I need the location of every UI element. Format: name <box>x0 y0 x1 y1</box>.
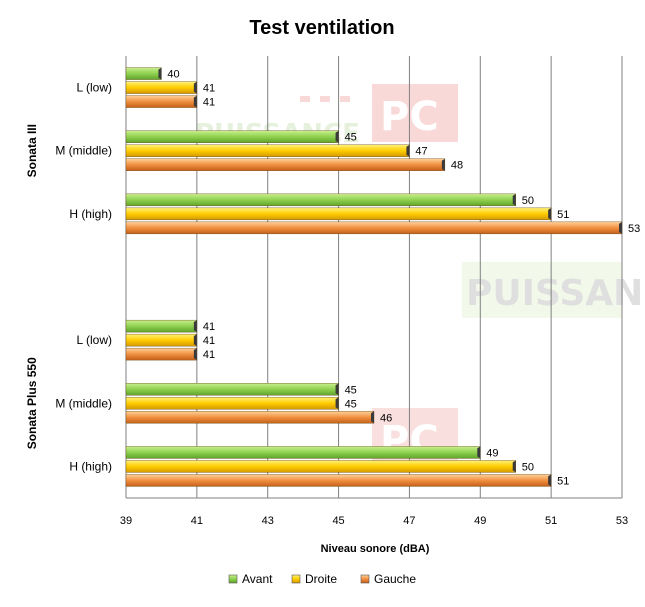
bar-end-cap <box>193 320 197 333</box>
bar-end-cap <box>193 81 197 94</box>
x-tick-label: 45 <box>332 515 344 527</box>
chart-title: Test ventilation <box>249 17 394 39</box>
category-label: L (low) <box>76 81 112 95</box>
bar-end-cap <box>477 446 481 459</box>
x-axis-label: Niveau sonore (dBA) <box>321 543 430 555</box>
bar <box>125 67 162 80</box>
bar-end-cap <box>548 207 552 220</box>
bar <box>125 207 552 221</box>
x-tick-label: 53 <box>616 515 628 527</box>
bar-end-cap <box>441 158 445 171</box>
bar <box>125 319 198 333</box>
bar <box>125 446 481 459</box>
legend-swatch <box>228 574 238 584</box>
category-label: M (middle) <box>55 144 112 158</box>
data-label: 48 <box>451 160 463 172</box>
bar-end-cap <box>512 460 516 473</box>
bar-end-cap <box>335 383 339 396</box>
bar <box>125 81 198 94</box>
bar <box>125 95 198 108</box>
data-label: 49 <box>486 447 498 459</box>
x-tick-label: 47 <box>403 515 415 527</box>
legend: Avant Droite Gauche <box>228 572 416 586</box>
x-tick-label: 41 <box>191 515 203 527</box>
bar <box>125 460 516 473</box>
watermark-logo: PUISSAN <box>462 262 643 318</box>
legend-label: Droite <box>305 572 337 586</box>
bar-end-cap <box>193 334 197 347</box>
data-label: 50 <box>522 461 534 473</box>
category-label: H (high) <box>69 207 112 221</box>
bar-end-cap <box>548 474 552 487</box>
bar-end-cap <box>193 95 197 108</box>
bar <box>125 130 339 143</box>
labels: 39 41 43 45 47 49 51 53 L (low) 40 41 41 M (middle) 4… <box>25 69 640 527</box>
data-label: 53 <box>628 223 640 235</box>
category-label: L (low) <box>76 333 112 347</box>
category-label: H (high) <box>69 459 112 473</box>
data-label: 45 <box>345 398 357 410</box>
legend-label: Avant <box>242 572 273 586</box>
bar <box>125 474 552 487</box>
bar <box>125 347 198 361</box>
bar <box>125 333 198 347</box>
data-label: 41 <box>203 321 215 333</box>
data-label: 45 <box>345 132 357 144</box>
svg-text:PUISSAN: PUISSAN <box>466 273 643 314</box>
bar <box>125 158 446 171</box>
group-label: Sonata Plus 550 <box>25 357 39 449</box>
category-label: M (middle) <box>55 396 112 410</box>
data-label: 51 <box>557 475 569 487</box>
x-tick-label: 51 <box>545 515 557 527</box>
bar-end-cap <box>158 67 162 80</box>
data-label: 51 <box>557 209 569 221</box>
bar <box>125 221 623 235</box>
bars <box>125 67 623 487</box>
bar-end-cap <box>512 193 516 206</box>
legend-swatch <box>360 574 370 584</box>
bar <box>125 397 339 410</box>
group-label: Sonata III <box>25 124 39 177</box>
x-tick-label: 43 <box>262 515 274 527</box>
bar-end-cap <box>335 397 339 410</box>
bar-end-cap <box>619 221 622 234</box>
data-label: 41 <box>203 83 215 95</box>
data-label: 47 <box>415 146 427 158</box>
data-label: 50 <box>522 195 534 207</box>
data-label: 40 <box>167 69 179 81</box>
data-label: 46 <box>380 412 392 424</box>
data-label: 45 <box>345 384 357 396</box>
bar <box>125 144 410 157</box>
bar-end-cap <box>406 144 410 157</box>
data-label: 41 <box>203 97 215 109</box>
x-tick-label: 39 <box>120 515 132 527</box>
grid <box>125 56 623 499</box>
bar-end-cap <box>335 130 339 143</box>
legend-label: Gauche <box>374 572 416 586</box>
bar-end-cap <box>371 411 374 424</box>
x-tick-label: 49 <box>474 515 486 527</box>
bar <box>125 411 375 424</box>
bar <box>125 193 516 207</box>
bar <box>125 383 339 396</box>
legend-swatch <box>291 574 301 584</box>
data-label: 41 <box>203 349 215 361</box>
data-label: 41 <box>203 335 215 347</box>
bar-end-cap <box>193 348 197 361</box>
